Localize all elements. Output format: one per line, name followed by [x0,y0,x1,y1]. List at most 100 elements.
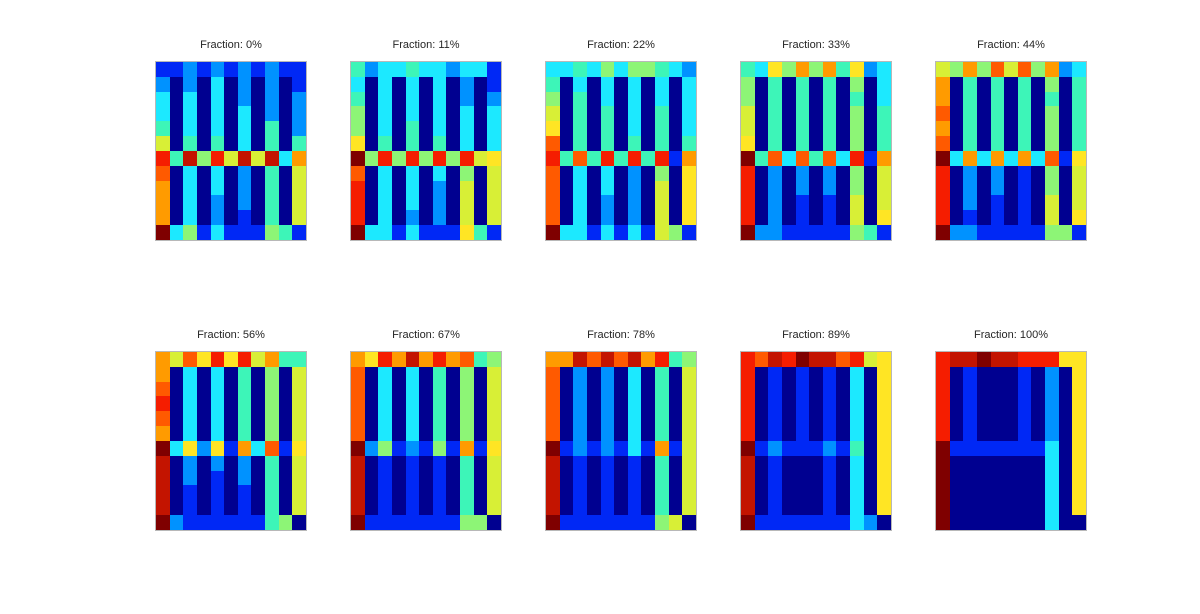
heatmap-cell [224,62,238,77]
heatmap-cell [668,515,683,530]
heatmap-cell [1031,225,1046,240]
heatmap-cell [850,396,864,412]
heatmap-cell [432,426,447,441]
heatmap-cell [460,396,474,412]
heatmap-cell [1045,455,1059,471]
heatmap-cell [169,470,184,486]
heatmap-cell [668,121,683,137]
heatmap-cell [559,150,574,166]
heatmap-cell [210,426,225,441]
heatmap-grid [351,352,501,530]
heatmap-cell [668,352,683,367]
heatmap-cell [446,136,461,151]
heatmap-cell [265,150,279,166]
heatmap-cell [614,381,628,397]
heatmap-cell [655,396,669,412]
heatmap-cell [781,121,796,137]
heatmap-cell [754,396,769,412]
heatmap-grid [156,62,306,240]
heatmap-cell [391,470,406,486]
heatmap-cell [196,470,211,486]
heatmap-cell [265,106,279,122]
heatmap-cell [641,121,656,137]
heatmap-cell [976,396,991,412]
heatmap-cell [668,136,683,151]
heatmap-panel: Fraction: 0% [156,38,306,240]
heatmap-cell [795,485,810,501]
heatmap-cell [949,455,964,471]
heatmap-cell [1058,500,1073,516]
heatmap-cell [741,225,755,240]
heatmap-cell [210,106,225,122]
heatmap-cell [809,396,823,412]
heatmap-cell [405,165,420,181]
heatmap-cell [1072,515,1086,530]
heatmap-cell [265,500,279,516]
heatmap-cell [156,76,170,92]
heatmap-cell [405,411,420,427]
heatmap-cell [850,210,864,226]
heatmap-cell [237,485,252,501]
heatmap-cell [237,91,252,107]
heatmap-cell [432,210,447,226]
heatmap-cell [1045,91,1059,107]
heatmap-cell [586,381,601,397]
heatmap-cell [795,225,810,240]
heatmap-cell [1017,500,1032,516]
heatmap-cell [391,455,406,471]
heatmap-cell [627,210,642,226]
heatmap-cell [1031,121,1046,137]
heatmap-cell [963,106,977,122]
heatmap-cell [655,366,669,382]
heatmap-cell [754,515,769,530]
heatmap-cell [559,136,574,151]
heatmap-cell [877,195,891,211]
heatmap-cell [586,485,601,501]
heatmap-cell [210,515,225,530]
heatmap-cell [391,396,406,412]
heatmap-cell [1045,366,1059,382]
heatmap-cell [473,180,488,196]
heatmap-cell [1004,106,1018,122]
heatmap-cell [460,485,474,501]
heatmap-cell [1058,91,1073,107]
heatmap-cell [614,485,628,501]
heatmap-cell [863,426,878,441]
heatmap-cell [265,210,279,226]
heatmap-cell [351,470,365,486]
heatmap-cell [364,136,379,151]
heatmap-cell [169,396,184,412]
heatmap-cell [546,500,560,516]
heatmap-cell [391,76,406,92]
heatmap-cell [292,76,306,92]
heatmap-cell [976,76,991,92]
heatmap-cell [809,136,823,151]
heatmap-cell [963,225,977,240]
heatmap-cell [559,396,574,412]
heatmap-grid [156,352,306,530]
heatmap-cell [627,515,642,530]
heatmap-cell [976,91,991,107]
heatmap-cell [627,366,642,382]
heatmap-cell [836,136,851,151]
heatmap-cell [741,485,755,501]
heatmap-cell [351,195,365,211]
heatmap-cell [963,76,977,92]
heatmap-cell [278,500,293,516]
heatmap-cell [487,426,501,441]
heatmap-cell [877,76,891,92]
heatmap-cell [850,62,864,77]
heatmap-cell [405,366,420,382]
heatmap-cell [446,91,461,107]
heatmap-cell [781,150,796,166]
heatmap-cell [1004,426,1018,441]
heatmap-cell [196,426,211,441]
heatmap-cell [754,121,769,137]
heatmap-cell [877,500,891,516]
heatmap-cell [781,136,796,151]
heatmap-cell [265,180,279,196]
heatmap-cell [586,195,601,211]
heatmap-cell [391,210,406,226]
heatmap-cell [446,106,461,122]
heatmap-cell [391,366,406,382]
